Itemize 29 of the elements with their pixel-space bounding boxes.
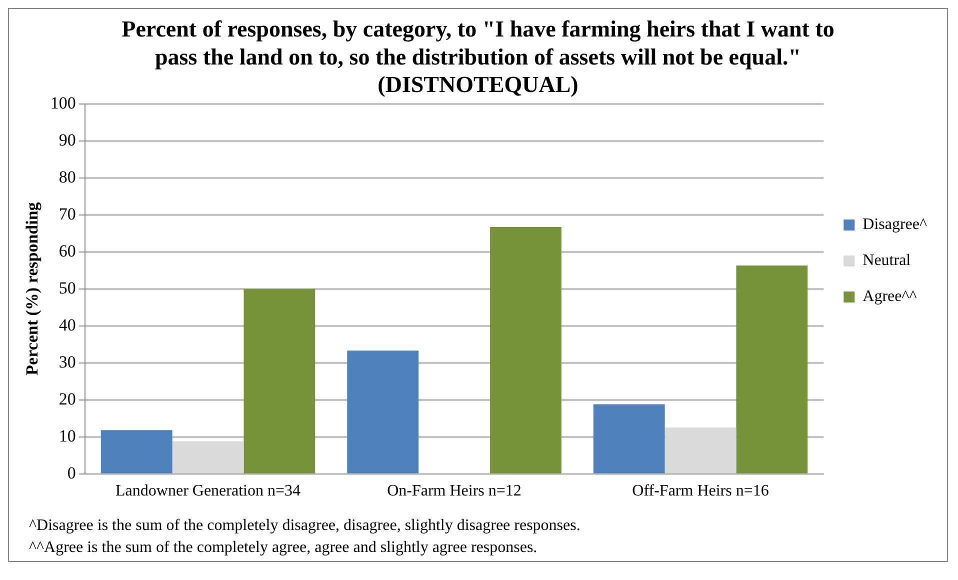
- x-tick-label: Off-Farm Heirs n=16: [632, 482, 769, 500]
- bar: [736, 265, 808, 474]
- bar: [347, 350, 419, 474]
- y-axis-title: Percent (%) responding: [22, 202, 42, 376]
- x-tick-label: Landowner Generation n=34: [116, 482, 301, 500]
- chart-title: Percent of responses, by category, to "I have farming heirs that I want to pass the land on to, so the distribution of assets will not be equal." (DISTNOTEQUAL): [122, 16, 834, 97]
- y-tick-label: 40: [58, 315, 76, 334]
- text: ^Disagree is the sum of the completely disagree, disagree, slightly disagree responses.: [29, 516, 582, 536]
- legend-label: Agree^^: [862, 288, 918, 306]
- text: ^^Agree is the sum of the completely agree, agree and slightly agree responses.: [29, 538, 538, 558]
- y-tick-label: 30: [58, 352, 76, 372]
- y-tick-label: 70: [58, 204, 76, 224]
- x-tick-label: On-Farm Heirs n=12: [387, 482, 522, 500]
- y-tick-label: 0: [67, 463, 76, 482]
- bar: [664, 428, 736, 474]
- bar: [244, 288, 316, 474]
- legend-label: Disagree^: [862, 216, 928, 234]
- y-tick-label: 60: [58, 241, 76, 260]
- bar: [593, 404, 665, 474]
- bar: [172, 441, 244, 474]
- y-tick-label: 20: [58, 389, 76, 408]
- y-tick-label: 10: [58, 426, 76, 446]
- y-tick-label: 80: [58, 167, 76, 186]
- y-tick-label: 90: [58, 130, 76, 150]
- bar: [100, 430, 172, 474]
- y-tick-label: 50: [58, 278, 76, 298]
- bar: [490, 227, 562, 474]
- y-tick-label: 100: [50, 93, 76, 112]
- legend-label: Neutral: [862, 252, 912, 270]
